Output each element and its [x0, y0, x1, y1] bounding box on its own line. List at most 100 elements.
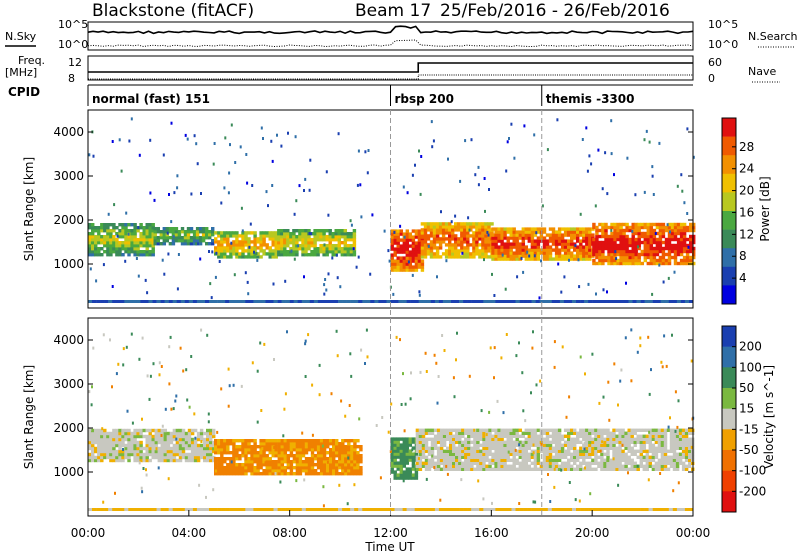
range-cell [271, 255, 275, 259]
range-cell [160, 455, 165, 460]
range-cell [548, 458, 553, 462]
range-cell [427, 431, 432, 435]
range-cell [186, 230, 191, 234]
range-cell [452, 428, 456, 432]
range-cell [405, 452, 410, 456]
range-cell [341, 454, 345, 458]
ground-band-cell [507, 300, 512, 303]
range-cell [536, 467, 541, 471]
range-cell [307, 439, 312, 443]
range-cell [533, 239, 538, 243]
range-cell [420, 255, 425, 259]
range-cell [554, 251, 559, 255]
range-cell [654, 461, 659, 465]
range-cell [145, 458, 149, 463]
range-cell [145, 434, 149, 439]
range-cell [399, 262, 404, 266]
range-cell [187, 434, 192, 439]
range-cell [417, 244, 422, 248]
range-cell [238, 469, 242, 473]
range-cell [442, 434, 447, 438]
range-cell [420, 252, 425, 256]
range-cell [634, 231, 638, 236]
range-cell [238, 252, 242, 256]
range-cell [277, 460, 282, 464]
colorbar-tick-label: 200 [739, 340, 762, 354]
range-cell [628, 243, 632, 248]
range-cell [601, 255, 605, 260]
range-cell [533, 437, 538, 441]
colorbar-segment [722, 408, 736, 430]
range-cell [130, 437, 134, 442]
scatter-echo [158, 361, 161, 365]
range-cell [588, 434, 592, 438]
range-cell [142, 253, 146, 257]
range-cell [478, 243, 482, 247]
ground-band-cell [414, 300, 420, 303]
range-cell [220, 252, 224, 256]
scatter-echo [424, 351, 427, 355]
range-cell [551, 455, 556, 459]
range-cell [190, 440, 195, 445]
range-cell [289, 235, 293, 239]
range-cell [545, 251, 550, 255]
range-cell [159, 230, 164, 234]
scatter-echo [324, 278, 327, 281]
range-cell [484, 225, 488, 229]
range-cell [432, 240, 437, 244]
range-cell [247, 249, 251, 253]
range-cell [633, 464, 637, 468]
range-cell [533, 458, 538, 462]
scatter-echo [577, 258, 580, 262]
range-cell [630, 461, 634, 465]
range-cell [151, 446, 155, 451]
range-cell [658, 222, 663, 227]
scatter-echo [477, 479, 480, 483]
scatter-echo [507, 450, 510, 454]
range-cell [162, 230, 167, 234]
range-cell [616, 246, 620, 251]
range-cell [390, 265, 394, 269]
range-cell [678, 434, 683, 438]
range-cell [509, 452, 513, 456]
range-cell [322, 454, 327, 458]
range-cell [627, 443, 631, 447]
range-cell [301, 235, 305, 239]
range-cell [433, 446, 438, 450]
ground-band-cell [398, 508, 403, 511]
scatter-echo [459, 179, 462, 183]
range-cell [689, 258, 693, 263]
range-cell [618, 431, 622, 435]
range-cell [533, 464, 538, 468]
range-cell [289, 238, 293, 242]
range-cell [109, 253, 113, 257]
range-cell [289, 460, 294, 464]
range-cell [193, 443, 198, 448]
range-cell [597, 449, 601, 453]
range-cell [94, 235, 98, 239]
scatter-echo [419, 370, 422, 374]
range-cell [133, 238, 137, 242]
range-cell [545, 428, 550, 432]
scatter-echo [240, 384, 243, 388]
range-cell [313, 250, 317, 254]
range-cell [451, 255, 455, 259]
range-cell [350, 466, 354, 470]
date-range: 25/Feb/2016 - 26/Feb/2016 [440, 1, 670, 21]
scatter-echo [473, 428, 476, 432]
range-cell [542, 236, 547, 240]
range-cell [652, 240, 657, 245]
range-cell [307, 460, 312, 464]
scatter-echo [350, 374, 353, 378]
range-cell [130, 247, 134, 251]
range-cell [405, 247, 410, 251]
range-cell [402, 232, 407, 236]
range-cell [316, 448, 321, 452]
range-cell [579, 467, 583, 471]
range-cell [642, 464, 647, 468]
range-cell [226, 472, 230, 476]
range-cell [396, 268, 400, 272]
range-cell [673, 225, 678, 230]
range-cell [136, 238, 140, 242]
